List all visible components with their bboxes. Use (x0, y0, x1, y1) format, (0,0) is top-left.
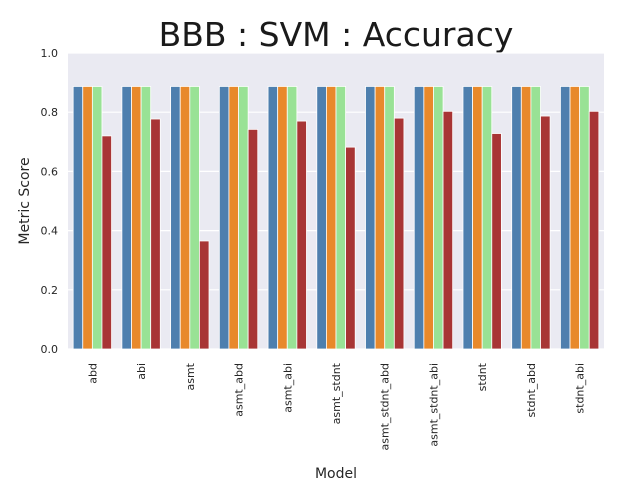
x-tick-label: asmt (184, 362, 197, 390)
bar-stdnt_abi-series-0 (560, 86, 571, 350)
bar-stdnt_abi-series-1 (569, 86, 581, 350)
bar-asmt_stdnt_abi-series-2 (433, 86, 444, 350)
bar-asmt_stdnt-series-1 (325, 86, 337, 350)
bar-asmt_stdnt-series-2 (335, 86, 347, 350)
bar-stdnt_abi-series-3 (588, 110, 600, 350)
bar-asmt_abi-series-3 (296, 120, 307, 350)
y-tick-label: 1.0 (41, 47, 59, 60)
bar-abi-series-3 (150, 118, 161, 350)
bar-stdnt_abd-series-2 (530, 86, 541, 350)
bar-abd-series-1 (82, 86, 93, 350)
bar-abi-series-1 (131, 86, 142, 350)
bar-stdnt-series-3 (491, 133, 502, 350)
bar-abd-series-2 (91, 86, 103, 350)
y-tick-label: 0.0 (41, 343, 59, 356)
y-tick-label: 0.4 (41, 225, 59, 238)
bar-stdnt-series-1 (472, 86, 483, 350)
bar-asmt-series-0 (170, 86, 181, 350)
bar-stdnt_abd-series-0 (511, 86, 522, 350)
bar-asmt_stdnt_abi-series-0 (413, 86, 425, 350)
x-tick-label: asmt_stdnt_abi (427, 363, 440, 447)
bar-asmt-series-1 (179, 86, 191, 350)
x-tick-labels: abd abi asmt asmt_abd asmt_abi asmt_stdnt asmt… (86, 362, 586, 450)
y-tick-label: 0.8 (41, 106, 59, 119)
x-tick-label: asmt_abd (233, 363, 246, 417)
x-tick-label: abd (86, 363, 99, 384)
bar-asmt_stdnt-series-0 (316, 86, 327, 350)
x-tick-label: abi (135, 363, 148, 380)
x-tick-label: asmt_stdnt_abd (379, 363, 392, 451)
bar-stdnt_abi-series-2 (579, 86, 590, 350)
bar-abi-series-2 (140, 86, 152, 350)
y-axis-label: Metric Score (17, 157, 33, 244)
chart-title: BBB : SVM : Accuracy (159, 15, 514, 54)
bar-asmt_stdnt_abd-series-3 (393, 117, 405, 350)
bar-stdnt_abd-series-1 (520, 86, 532, 350)
y-tick-label: 0.6 (41, 165, 59, 178)
bar-abi-series-0 (121, 86, 132, 350)
bar-stdnt-series-0 (462, 86, 473, 350)
bar-stdnt_abd-series-3 (540, 115, 551, 350)
bar-asmt_stdnt_abi-series-3 (442, 110, 454, 350)
bar-asmt_abd-series-3 (247, 128, 259, 350)
bar-stdnt-series-2 (481, 86, 493, 350)
y-tick-label: 0.2 (41, 284, 59, 297)
bar-asmt_stdnt_abd-series-0 (365, 86, 376, 350)
x-tick-label: stdnt (476, 362, 489, 391)
bar-asmt-series-3 (199, 240, 210, 350)
bar-asmt_abd-series-2 (238, 86, 249, 350)
x-tick-label: asmt_abi (281, 363, 294, 413)
bar-asmt_stdnt_abd-series-1 (374, 86, 386, 350)
bar-abd-series-0 (72, 86, 84, 350)
bar-asmt_abd-series-0 (218, 86, 230, 350)
x-tick-label: asmt_stdnt (330, 362, 343, 424)
bar-asmt_abi-series-0 (267, 86, 279, 350)
bar-asmt_abi-series-2 (286, 86, 298, 350)
bar-asmt-series-2 (189, 86, 200, 350)
bar-asmt_abi-series-1 (277, 86, 288, 350)
bars (72, 86, 600, 350)
bar-asmt_stdnt_abi-series-1 (423, 86, 434, 350)
x-axis-label: Model (315, 466, 357, 482)
bar-asmt_stdnt-series-3 (345, 146, 356, 350)
y-tick-labels: 0.0 0.2 0.4 0.6 0.8 1.0 (41, 47, 59, 356)
bar-asmt_stdnt_abd-series-2 (384, 86, 395, 350)
bar-asmt_abd-series-1 (228, 86, 239, 350)
x-tick-label: stdnt_abd (525, 363, 538, 418)
bar-abd-series-3 (101, 135, 112, 350)
x-tick-label: stdnt_abi (574, 363, 587, 414)
